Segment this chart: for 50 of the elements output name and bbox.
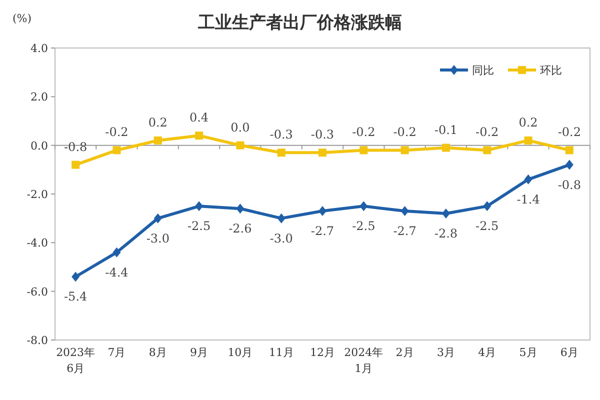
- data-label: -5.4: [64, 290, 88, 304]
- data-label: -0.3: [270, 128, 293, 142]
- data-label: 0.2: [518, 115, 538, 130]
- x-tick-label: 5月: [519, 346, 538, 359]
- y-tick-label: 4.0: [30, 42, 48, 55]
- data-label: -2.7: [310, 224, 334, 238]
- legend-label: 环比: [540, 64, 562, 77]
- data-label: -4.4: [105, 265, 129, 280]
- data-label: 0.4: [189, 110, 209, 125]
- data-label: -2.6: [228, 222, 252, 236]
- data-label: -0.1: [434, 122, 458, 137]
- data-label: -0.8: [64, 140, 88, 154]
- data-label: -2.8: [434, 226, 458, 240]
- x-tick-label: 3月: [436, 346, 455, 359]
- legend-label: 同比: [472, 64, 494, 77]
- y-tick-label: -2.0: [26, 188, 48, 201]
- data-label: -2.5: [352, 219, 376, 234]
- data-label: -0.2: [352, 125, 376, 140]
- y-axis-title: (%): [12, 12, 32, 25]
- data-label: -0.8: [558, 178, 581, 192]
- y-tick-label: -8.0: [26, 334, 48, 347]
- y-tick-label: -4.0: [26, 236, 48, 250]
- x-tick-label: 8月: [148, 346, 167, 359]
- data-label: -0.2: [393, 125, 416, 140]
- x-tick-label: 11月: [268, 346, 294, 359]
- x-tick-label: 9月: [190, 346, 208, 359]
- x-tick-label: 2月: [396, 346, 414, 359]
- x-tick-label: 2024年 1月: [344, 346, 384, 375]
- x-tick-label: 7月: [108, 346, 126, 359]
- x-tick-label: 12月: [310, 346, 335, 359]
- data-label: 0.2: [148, 115, 168, 130]
- data-label: -0.2: [476, 125, 499, 140]
- y-tick-label: 0.0: [30, 139, 48, 152]
- data-label: -1.4: [516, 192, 540, 206]
- x-tick-label: 6月: [560, 346, 578, 359]
- data-label: -2.7: [393, 224, 416, 238]
- data-label: -3.0: [270, 231, 293, 246]
- chart-title: 工业生产者出厂价格涨跌幅: [197, 13, 402, 33]
- data-label: 0.0: [230, 120, 250, 134]
- x-tick-label: 10月: [228, 346, 253, 359]
- x-tick-label: 2023年 6月: [56, 346, 96, 375]
- data-label: -2.5: [187, 219, 211, 234]
- y-tick-label: -6.0: [26, 285, 48, 298]
- data-label: -3.0: [146, 231, 170, 246]
- data-label: -2.5: [476, 219, 499, 234]
- data-label: -0.2: [105, 125, 128, 140]
- x-tick-label: 4月: [478, 346, 496, 359]
- data-label: -0.3: [310, 128, 334, 142]
- data-label: -0.2: [558, 125, 581, 140]
- y-tick-label: 2.0: [30, 90, 48, 104]
